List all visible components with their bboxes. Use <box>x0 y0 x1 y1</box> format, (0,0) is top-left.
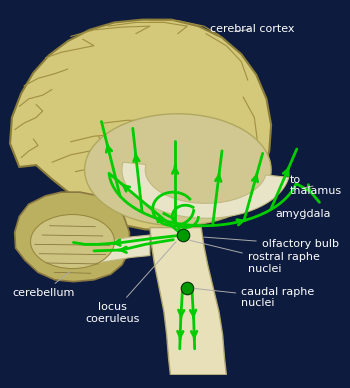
Polygon shape <box>150 228 226 375</box>
Text: olfactory bulb: olfactory bulb <box>204 237 339 249</box>
Ellipse shape <box>85 114 271 226</box>
Polygon shape <box>15 192 130 282</box>
Polygon shape <box>122 162 289 218</box>
Text: to
thalamus: to thalamus <box>290 175 342 196</box>
Ellipse shape <box>30 215 114 268</box>
Text: caudal raphe
nuclei: caudal raphe nuclei <box>195 287 315 308</box>
Text: rostral raphe
nuclei: rostral raphe nuclei <box>190 240 320 274</box>
Text: cerebral cortex: cerebral cortex <box>210 24 294 34</box>
Text: cerebellum: cerebellum <box>12 271 74 298</box>
Text: locus
coeruleus: locus coeruleus <box>85 242 176 324</box>
Polygon shape <box>85 235 150 265</box>
Polygon shape <box>10 20 271 229</box>
Text: amygdala: amygdala <box>276 209 331 218</box>
